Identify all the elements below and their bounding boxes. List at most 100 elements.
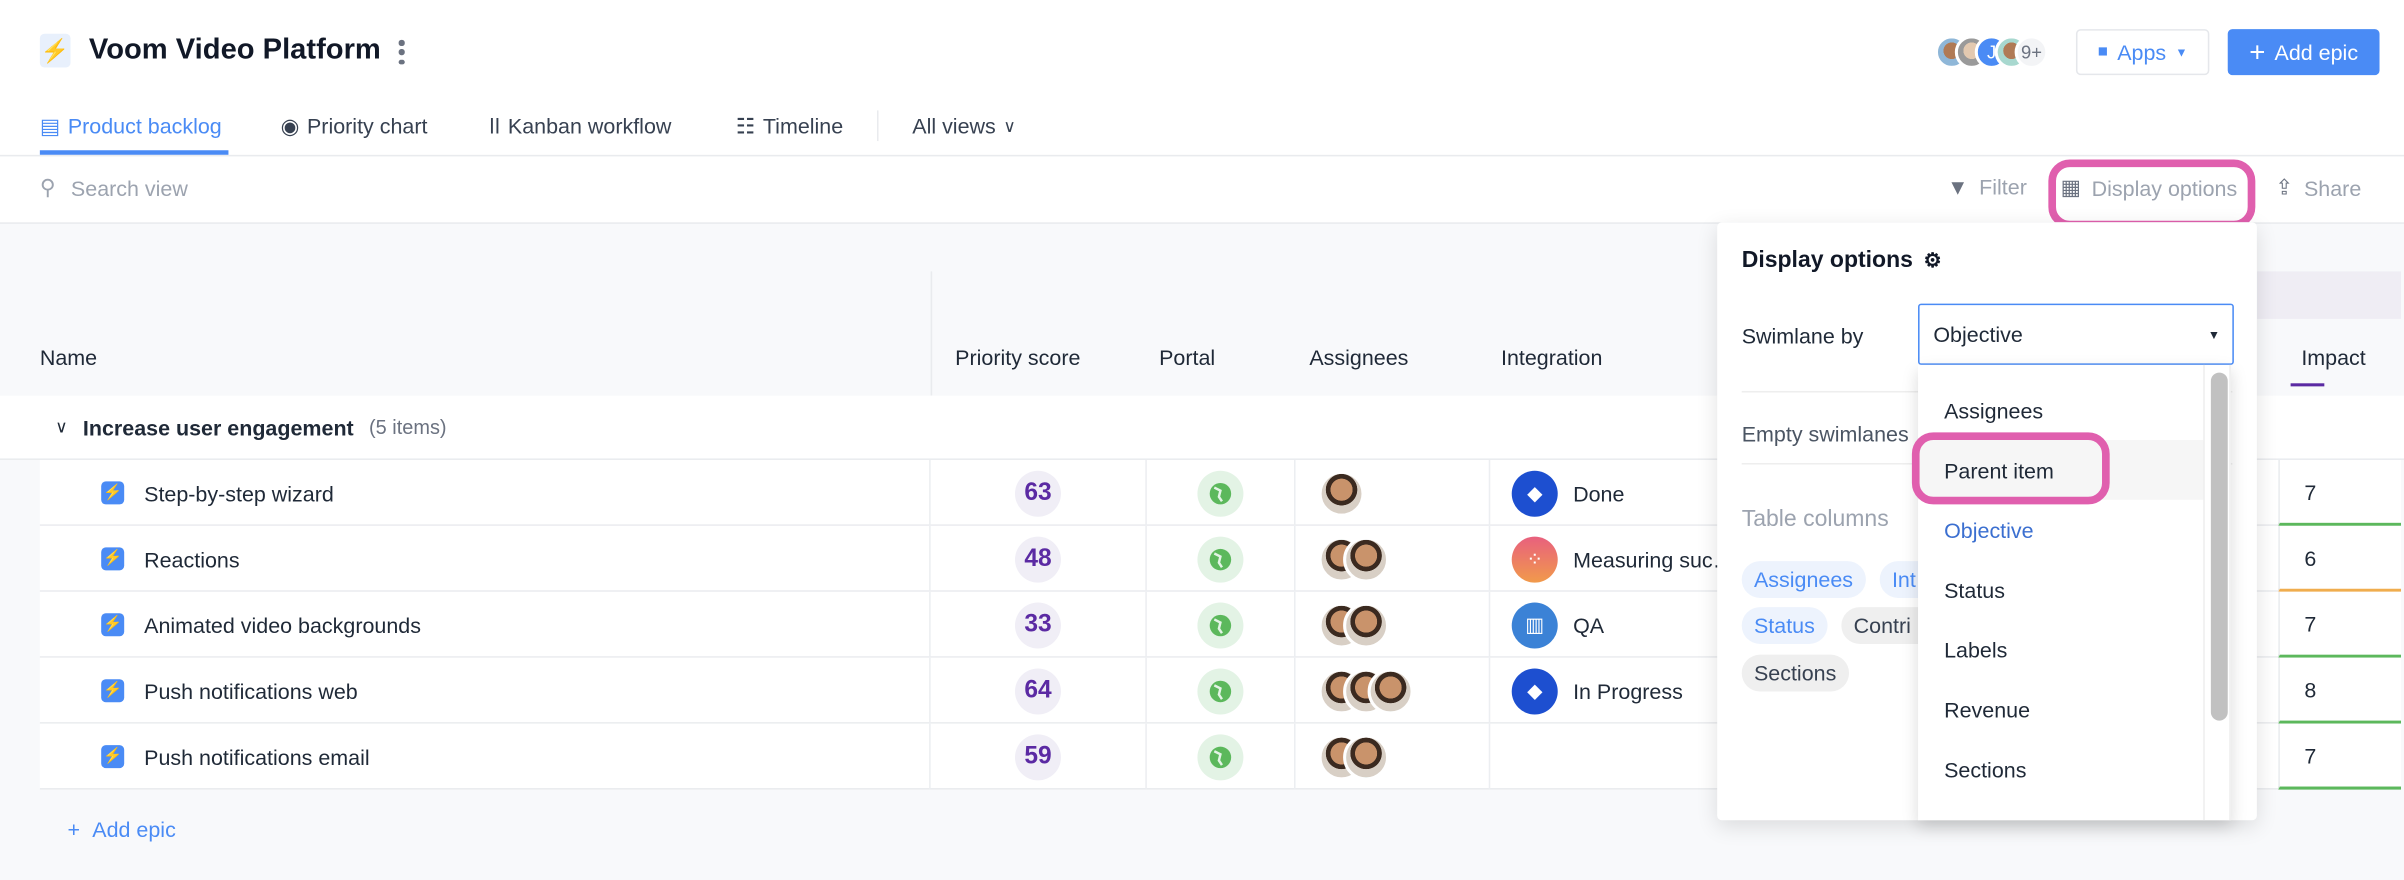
impact-cell[interactable]: 7	[2278, 591, 2401, 658]
epic-name[interactable]: Reactions	[144, 546, 240, 572]
search-placeholder: Search view	[70, 175, 188, 201]
assignees-cell[interactable]	[1296, 591, 1491, 658]
divider	[930, 271, 933, 396]
priority-score-cell: 64	[931, 657, 1147, 724]
swimlane-value: Objective	[1933, 321, 2023, 347]
empty-swimlanes-label: Empty swimlanes	[1741, 421, 1909, 447]
name-cell[interactable]: ⚡ Push notifications web	[40, 657, 931, 724]
globe-icon[interactable]	[1197, 469, 1244, 516]
tab-label: Timeline	[762, 113, 844, 138]
epic-name[interactable]: Animated video backgrounds	[144, 612, 421, 638]
plus-icon: +	[67, 817, 81, 842]
integration-cell[interactable]: ◆ In Progress	[1490, 658, 1797, 724]
plus-icon: +	[2249, 36, 2266, 67]
caret-down-icon: ▼	[2207, 327, 2221, 342]
impact-indicator	[2290, 383, 2325, 387]
tab-priority-chart[interactable]: ◉ Priority chart	[281, 110, 428, 141]
tab-timeline[interactable]: ☷ Timeline	[736, 110, 843, 141]
assignees-cell[interactable]	[1296, 657, 1491, 724]
timeline-icon: ☷	[735, 112, 756, 138]
assignees-cell[interactable]	[1296, 723, 1491, 790]
tab-label: Product backlog	[67, 113, 222, 138]
option-parent-item[interactable]: Parent item	[1918, 440, 2204, 500]
avatar[interactable]	[1343, 535, 1390, 582]
impact-cell[interactable]: 7	[2278, 723, 2401, 790]
swimlane-label: Swimlane by	[1741, 323, 1864, 349]
column-header-assignees[interactable]: Assignees	[1309, 344, 1409, 370]
column-chip[interactable]: Sections	[1741, 654, 1849, 692]
avatar[interactable]	[1367, 667, 1414, 714]
apps-button[interactable]: ■ Apps ▼	[2075, 29, 2210, 76]
integration-status: Measuring suc…	[1573, 546, 1735, 572]
tab-label: Kanban workflow	[507, 113, 672, 138]
all-views-dropdown[interactable]: All views ∨	[912, 110, 1016, 141]
integration-cell[interactable]: ◆ Done	[1490, 460, 1797, 526]
assignees-cell[interactable]	[1296, 525, 1491, 592]
option-status[interactable]: Status	[1944, 577, 2005, 602]
table-columns-label: Table columns	[1741, 505, 1889, 533]
kebab-icon[interactable]	[396, 37, 408, 68]
display-options-button[interactable]: ▦ Display options	[2061, 175, 2238, 201]
integration-cell[interactable]: ▥ QA	[1490, 592, 1797, 658]
column-chip[interactable]: Status	[1741, 607, 1828, 644]
column-header-impact[interactable]: Impact	[2301, 344, 2366, 370]
globe-icon[interactable]	[1197, 733, 1244, 780]
option-revenue[interactable]: Revenue	[1944, 696, 2031, 722]
add-epic-button[interactable]: + Add epic	[2227, 29, 2380, 76]
impact-cell[interactable]: 8	[2278, 657, 2401, 724]
globe-icon[interactable]	[1197, 667, 1244, 714]
globe-icon[interactable]	[1197, 535, 1244, 582]
option-objective[interactable]: Objective	[1944, 517, 2034, 542]
option-assignees[interactable]: Assignees	[1944, 397, 2044, 423]
share-button[interactable]: ⇪ Share	[2275, 175, 2361, 201]
option-sections[interactable]: Sections	[1944, 756, 2027, 782]
divider	[2203, 364, 2205, 821]
highlight-outline	[1911, 432, 2110, 505]
search-icon: ⚲	[39, 174, 56, 200]
swimlane-select[interactable]: Objective ▼	[1918, 303, 2234, 365]
avatar-more[interactable]: 9+	[2014, 35, 2049, 69]
column-chip[interactable]: Assignees	[1741, 561, 1866, 598]
avatar[interactable]	[1318, 469, 1365, 516]
epic-icon: ⚡	[101, 613, 125, 637]
integration-cell[interactable]: ⁘ Measuring suc…	[1490, 526, 1797, 592]
column-header-integration[interactable]: Integration	[1501, 344, 1603, 370]
globe-icon[interactable]	[1197, 601, 1244, 648]
avatar[interactable]	[1343, 733, 1390, 780]
chevron-down-icon[interactable]: ∨	[55, 418, 68, 437]
tab-product-backlog[interactable]: ▤ Product backlog	[40, 110, 222, 141]
bolt-icon: ⚡	[39, 33, 71, 68]
column-chip[interactable]: Contri	[1841, 607, 1926, 644]
avatar[interactable]	[1343, 601, 1390, 648]
tab-label: Priority chart	[306, 113, 428, 138]
name-cell[interactable]: ⚡ Step-by-step wizard	[40, 459, 931, 526]
add-epic-link[interactable]: + Add epic	[67, 817, 175, 842]
share-label: Share	[2303, 175, 2362, 201]
divider	[0, 222, 2404, 224]
option-labels[interactable]: Labels	[1944, 637, 2008, 662]
add-epic-label: Add epic	[2274, 39, 2359, 65]
epic-name[interactable]: Push notifications email	[144, 744, 370, 769]
column-header-name[interactable]: Name	[39, 344, 98, 370]
epic-name[interactable]: Step-by-step wizard	[144, 480, 334, 506]
impact-cell[interactable]: 7	[2278, 459, 2401, 526]
search-input[interactable]: ⚲ Search view	[40, 175, 188, 201]
name-cell[interactable]: ⚡ Reactions	[40, 525, 931, 592]
name-cell[interactable]: ⚡ Animated video backgrounds	[40, 591, 931, 658]
epic-icon: ⚡	[101, 745, 125, 769]
priority-score-cell: 59	[931, 723, 1147, 790]
avatar-group[interactable]: J 9+	[1934, 0, 2058, 77]
page-title: Voom Video Platform	[88, 33, 381, 66]
tab-kanban-workflow[interactable]: ǀǀ Kanban workflow	[489, 110, 671, 141]
layout-icon: ▦	[2060, 174, 2081, 200]
column-header-priority-score[interactable]: Priority score	[955, 344, 1081, 370]
gear-icon[interactable]: ⚙	[1923, 247, 1942, 271]
scrollbar-thumb[interactable]	[2210, 372, 2228, 721]
filter-button[interactable]: ▼ Filter	[1947, 175, 2027, 200]
assignees-cell[interactable]	[1296, 459, 1491, 526]
integration-status: Done	[1573, 480, 1625, 506]
impact-cell[interactable]: 6	[2278, 525, 2401, 592]
name-cell[interactable]: ⚡ Push notifications email	[40, 723, 931, 790]
column-header-portal[interactable]: Portal	[1159, 344, 1216, 370]
epic-name[interactable]: Push notifications web	[144, 678, 358, 703]
